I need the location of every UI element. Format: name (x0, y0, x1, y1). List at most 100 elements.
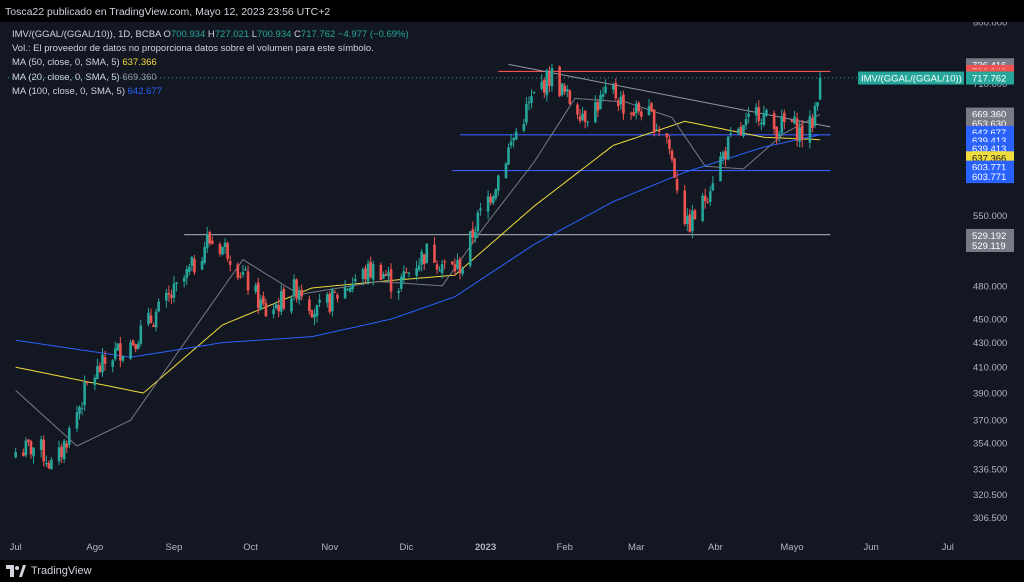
candle-body (371, 264, 375, 280)
ma100-row[interactable]: MA (100, close, 0, SMA, 5) 642.677 (12, 85, 409, 99)
candle-up (274, 301, 278, 310)
candle-body (45, 463, 48, 465)
candle-down (422, 254, 426, 270)
candle-up (93, 374, 97, 391)
y-tick-label: 450.000 (973, 315, 1007, 326)
close-label: C (294, 29, 301, 40)
candle-body (389, 269, 393, 292)
candle-down (239, 272, 242, 279)
candle-up (154, 308, 158, 332)
candle-down (27, 438, 30, 446)
candle-body (453, 264, 457, 272)
candle-body (525, 103, 528, 123)
ma50-row[interactable]: MA (50, close, 0, SMA, 5) 637.366 (12, 56, 409, 70)
candle-body (47, 462, 51, 469)
candle-body (527, 102, 531, 104)
price-badge-label: 529.119 (972, 241, 1006, 252)
candle-up (491, 194, 495, 206)
candle-up (719, 151, 722, 182)
ma20-value: 669.360 (122, 71, 157, 83)
candle-up (601, 86, 605, 102)
candle-body (310, 310, 314, 318)
candle-body (634, 103, 638, 114)
candle-up (611, 82, 615, 94)
candle-body (295, 279, 298, 299)
candle-body (218, 244, 222, 254)
ma20-row[interactable]: MA (20, close, 0, SMA, 5) 669.360 (12, 71, 409, 85)
candle-down (167, 285, 171, 302)
price-chart[interactable]: 800.000 710.000 550.000 480.000 450.000 430.0… (0, 22, 1024, 560)
candle-body (39, 439, 43, 450)
candle-down (451, 261, 454, 266)
price-badge-label: 529.192 (972, 231, 1006, 242)
price-badge-label: 603.771 (972, 172, 1006, 183)
candle-body (632, 112, 635, 116)
x-tick-label: Jun (864, 542, 879, 553)
candle-body (279, 291, 283, 312)
candle-body (688, 214, 692, 233)
price-badge-label: 637.366 (972, 153, 1006, 164)
candle-body (14, 452, 17, 458)
candle-body (113, 348, 117, 360)
candle-up (686, 208, 689, 232)
candle-body (558, 66, 561, 97)
candle-up (325, 292, 329, 308)
y-tick-label: 410.000 (973, 363, 1007, 374)
candle-up (62, 439, 66, 463)
candle-up (175, 281, 178, 292)
symbol-badge-label: IMV/(GGAL/(GGAL/10)) (861, 74, 962, 85)
candle-body (673, 158, 676, 178)
candle-body (205, 233, 209, 249)
candle-body (425, 243, 429, 264)
candle-body (170, 294, 173, 299)
candle-down (614, 78, 618, 101)
candle-body (75, 412, 79, 429)
price-badge-label: 639.413 (972, 144, 1006, 155)
x-tick-label: Dic (400, 542, 414, 553)
candle-body (617, 100, 620, 107)
x-tick-label: Nov (321, 542, 338, 553)
candle-body (379, 264, 383, 280)
x-tick-label: Mayo (780, 542, 803, 553)
tradingview-logo[interactable]: TradingView (6, 565, 92, 577)
candle-down (29, 439, 33, 459)
candle-body (369, 261, 372, 278)
candle-down (443, 259, 446, 270)
candle-body (208, 231, 212, 244)
candle-up (721, 150, 725, 165)
candle-body (165, 292, 168, 301)
y-tick-label: 370.000 (973, 416, 1007, 427)
ma50-line (15, 120, 821, 394)
candle-down (264, 298, 268, 318)
candle-down (650, 101, 653, 113)
candle-up (468, 231, 472, 269)
candle-up (456, 253, 459, 271)
low-label: L (251, 29, 258, 40)
candle-body (182, 277, 186, 282)
chart-area[interactable]: 800.000 710.000 550.000 480.000 450.000 430.0… (0, 22, 1024, 560)
candle-up (165, 288, 168, 308)
price-badge-label: 642.677 (972, 128, 1006, 139)
candle-up (415, 260, 418, 281)
candle-body (614, 82, 618, 99)
candle-up (586, 120, 590, 127)
candle-up (760, 118, 763, 131)
candle-body (548, 72, 551, 87)
time-axis: Jul Ago Sep Oct Nov Dic 2023 Feb Mar Abr Mayo Jun Ju… (10, 542, 954, 553)
volume-note: Vol.: El proveedor de datos no proporcio… (12, 43, 374, 55)
candle-body (254, 285, 258, 292)
candle-body (795, 118, 799, 141)
candle-down (673, 157, 676, 178)
candle-body (272, 309, 275, 315)
candle-up (200, 256, 204, 270)
candle-down (670, 148, 674, 163)
candle-down (379, 262, 383, 280)
candle-body (474, 231, 477, 239)
candle-body (96, 366, 99, 380)
candle-body (103, 357, 107, 364)
candle-down (772, 110, 776, 135)
candle-up (101, 347, 104, 377)
candle-body (24, 440, 28, 456)
candle-body (422, 254, 426, 265)
candle-down (218, 242, 222, 257)
